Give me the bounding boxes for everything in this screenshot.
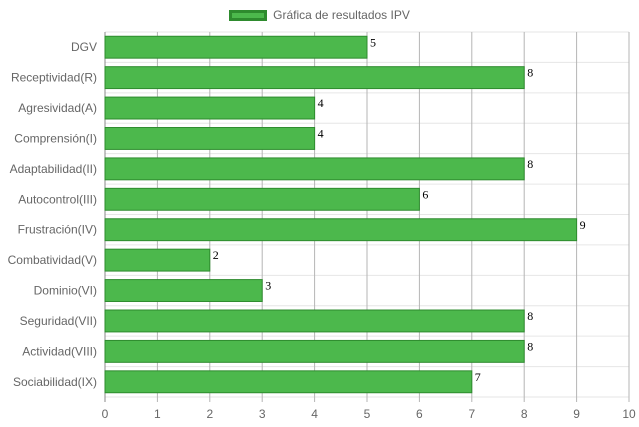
- bar: [104, 35, 368, 59]
- value-label: 9: [580, 218, 586, 232]
- category-label: Receptividad(R): [11, 71, 97, 85]
- bar: [104, 66, 525, 90]
- value-label: 6: [422, 187, 428, 201]
- category-label: DGV: [71, 40, 97, 54]
- value-label: 5: [370, 35, 376, 49]
- bar: [104, 339, 525, 363]
- category-label: Seguridad(VII): [20, 314, 97, 328]
- category-label: Agresividad(A): [18, 101, 97, 115]
- category-label: Comprensión(I): [14, 131, 97, 145]
- legend-swatch: [229, 9, 268, 21]
- x-tick-label: 1: [154, 407, 161, 421]
- value-label: 4: [318, 127, 324, 141]
- category-label: Autocontrol(III): [18, 192, 97, 206]
- legend-label: Gráfica de resultados IPV: [273, 8, 410, 22]
- value-label: 2: [213, 248, 219, 262]
- x-tick-label: 5: [364, 407, 371, 421]
- value-label: 8: [527, 339, 533, 353]
- x-tick-label: 0: [102, 407, 109, 421]
- category-label: Sociabilidad(IX): [13, 375, 97, 389]
- bar: [104, 157, 525, 181]
- category-label: Dominio(VI): [34, 284, 97, 298]
- value-label: 3: [265, 279, 271, 293]
- x-tick-label: 2: [206, 407, 213, 421]
- bar: [104, 96, 316, 120]
- x-tick-label: 10: [622, 407, 636, 421]
- bar: [104, 248, 211, 272]
- x-tick-label: 7: [468, 407, 475, 421]
- x-tick-label: 6: [416, 407, 423, 421]
- value-label: 8: [527, 309, 533, 323]
- x-tick-label: 8: [521, 407, 528, 421]
- x-tick-label: 4: [311, 407, 318, 421]
- category-label: Frustración(IV): [18, 223, 97, 237]
- value-label: 8: [527, 66, 533, 80]
- x-tick-label: 9: [573, 407, 580, 421]
- value-label: 7: [475, 370, 481, 384]
- category-label: Combatividad(V): [8, 253, 97, 267]
- x-tick-label: 3: [259, 407, 266, 421]
- bar: [104, 218, 578, 242]
- category-label: Adaptabilidad(II): [10, 162, 97, 176]
- category-label: Actividad(VIII): [22, 344, 97, 358]
- bar: [104, 370, 473, 394]
- bar: [104, 187, 420, 211]
- chart-legend[interactable]: Gráfica de resultados IPV: [0, 6, 639, 24]
- value-label: 8: [527, 157, 533, 171]
- bar: [104, 279, 263, 302]
- bar: [104, 309, 525, 333]
- value-label: 4: [318, 96, 324, 110]
- bar: [104, 127, 316, 150]
